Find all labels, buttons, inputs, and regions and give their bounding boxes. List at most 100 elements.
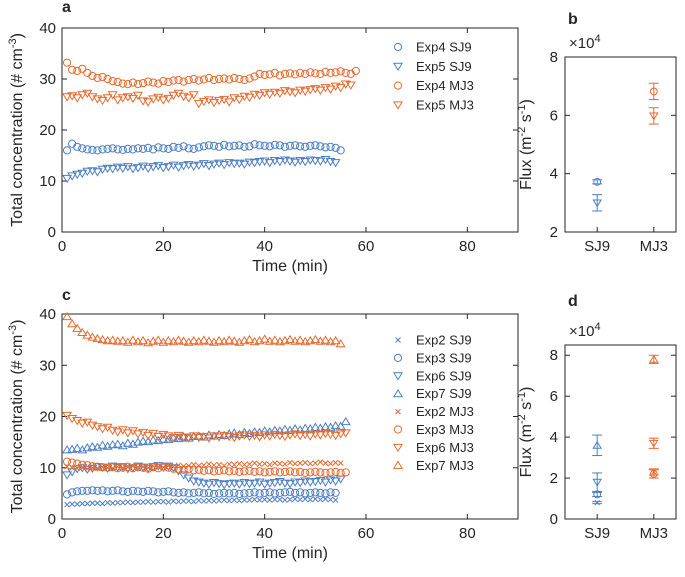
data-point [225,75,234,84]
x-tick-label: SJ9 [584,525,610,542]
data-point [230,73,239,83]
data-point [168,91,179,101]
data-point [62,471,73,480]
data-point [133,80,143,89]
data-point [77,169,88,179]
data-point [204,466,214,475]
data-point [231,461,238,468]
data-point [311,467,320,476]
data-point [244,432,255,442]
flux-marker [649,87,658,96]
y-axis-label-part: -1 [516,392,528,402]
data-point [107,439,118,449]
data-point [113,77,122,87]
data-point [144,77,153,86]
data-point [290,468,300,477]
y-tick-label: 0 [48,224,56,241]
series-exp3-sj9 [62,486,340,499]
flux-exp4-mj3 [648,82,659,101]
data-point [250,140,259,149]
data-point [225,467,234,476]
series-exp5-sj9 [62,156,341,184]
data-point [244,480,255,489]
data-point [108,486,117,495]
data-point [211,498,217,504]
data-point [173,335,184,344]
data-point [179,142,188,151]
data-point [332,497,339,503]
data-point [138,436,149,445]
data-point [229,336,240,345]
data-point [82,465,93,475]
data-point [158,463,169,472]
data-point [287,459,293,466]
data-point [92,333,103,343]
data-point [148,163,159,172]
data-point [282,497,288,503]
data-point [230,488,239,497]
data-point [159,144,168,153]
data-point [321,468,330,477]
data-point [174,75,183,85]
data-point [118,463,127,472]
data-point [174,143,183,152]
data-point [170,498,177,504]
data-point [290,158,301,167]
data-point [206,461,212,468]
data-point [279,424,290,433]
y-axis-label-end: ) [9,33,26,38]
data-point [150,499,157,505]
y-axis-label: Total concentration (# cm-3) [7,33,26,227]
data-point [208,160,220,169]
legend-marker [392,62,404,72]
data-point [194,465,203,474]
y-tick-label: 8 [550,347,558,364]
data-point [149,487,158,496]
data-point [245,466,254,475]
y-tick-label: 4 [550,429,558,446]
data-point [169,488,178,497]
x-tick-label: 80 [459,525,476,542]
flux-marker [592,199,602,208]
data-point [92,168,103,177]
data-point [174,465,183,474]
data-point [214,96,225,106]
panel-label-a: a [62,0,71,16]
data-point [138,335,149,345]
data-point [259,480,270,489]
data-point [216,497,222,504]
data-point [82,167,93,177]
data-point [310,422,321,431]
data-point [261,496,268,503]
data-point [331,68,340,77]
data-point [300,158,311,167]
series-exp7-mj3 [62,311,346,348]
data-point [337,460,344,467]
data-point [123,80,132,89]
legend-marker [393,425,403,434]
data-point [214,335,225,345]
y-tick-label: 0 [550,511,558,528]
data-point [260,70,269,80]
data-point [311,488,320,497]
legend-marker [393,81,403,90]
data-point [119,499,126,506]
data-point [296,68,305,77]
legend-label: Exp4 MJ3 [416,78,474,93]
data-point [97,165,108,175]
data-point [254,91,265,101]
data-point [312,460,319,467]
data-point [255,467,264,476]
data-point [296,142,305,151]
data-point [234,95,245,105]
legend-label: Exp2 MJ3 [416,404,474,419]
data-point [251,460,258,467]
data-point [107,165,118,174]
data-point [216,461,222,468]
data-point [301,468,310,477]
data-point [280,69,290,79]
data-point [72,465,83,474]
flux-marker [593,177,602,186]
